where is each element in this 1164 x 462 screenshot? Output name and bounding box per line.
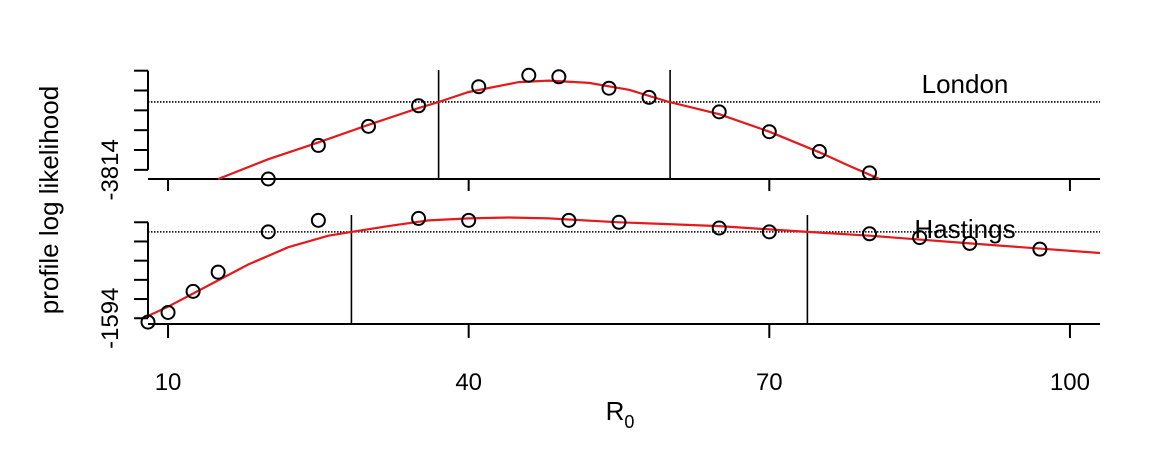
data-point-hastings-5	[310, 212, 326, 228]
y-axis-title: profile log likelihood	[34, 86, 64, 314]
data-point-hastings-0	[140, 314, 156, 330]
data-point-london-3	[411, 98, 427, 114]
data-point-hastings-12	[862, 226, 878, 242]
x-axis-title-main: R	[606, 396, 625, 426]
panels-group: -3814 London -1594 Hastings	[97, 67, 1100, 349]
data-point-london-1	[310, 137, 326, 153]
data-point-hastings-1	[160, 304, 176, 320]
data-point-hastings-2	[185, 283, 201, 299]
data-point-london-0	[260, 171, 276, 187]
data-point-hastings-15	[1032, 241, 1048, 257]
x-tick-label-2: 70	[756, 369, 783, 396]
data-point-hastings-11	[761, 224, 777, 240]
x-axis: 10 40 70 100	[155, 179, 1090, 396]
x-tick-label-0: 10	[155, 369, 182, 396]
x-axis-title: R0	[606, 396, 635, 432]
data-point-hastings-10	[711, 220, 727, 236]
panel-label-hastings: Hastings	[914, 214, 1015, 244]
data-point-hastings-6	[411, 210, 427, 226]
y-tick-label-london: -3814	[97, 139, 124, 200]
data-point-london-12	[862, 165, 878, 181]
data-point-hastings-13	[912, 230, 928, 246]
data-point-london-11	[811, 144, 827, 160]
x-tick-label-1: 40	[455, 369, 482, 396]
panel-label-london: London	[922, 69, 1009, 99]
panel-london: -3814 London	[97, 67, 1100, 201]
data-point-hastings-7	[461, 212, 477, 228]
data-point-london-2	[360, 118, 376, 134]
panel-hastings: -1594 Hastings	[97, 210, 1100, 349]
data-point-london-9	[711, 104, 727, 120]
data-point-london-5	[521, 67, 537, 83]
x-axis-title-sub: 0	[624, 412, 634, 432]
data-point-hastings-8	[561, 212, 577, 228]
data-point-london-8	[641, 89, 657, 105]
data-point-hastings-9	[611, 214, 627, 230]
data-point-hastings-4	[260, 224, 276, 240]
data-point-hastings-14	[962, 235, 978, 251]
fit-curve-hastings	[148, 216, 1100, 318]
fit-curve-london	[217, 79, 880, 181]
y-tick-label-hastings: -1594	[97, 288, 124, 349]
data-point-hastings-3	[210, 264, 226, 280]
data-point-london-4	[471, 79, 487, 95]
x-tick-label-3: 100	[1050, 369, 1090, 396]
data-point-london-7	[601, 80, 617, 96]
data-point-london-10	[761, 124, 777, 140]
data-point-london-6	[551, 69, 567, 85]
